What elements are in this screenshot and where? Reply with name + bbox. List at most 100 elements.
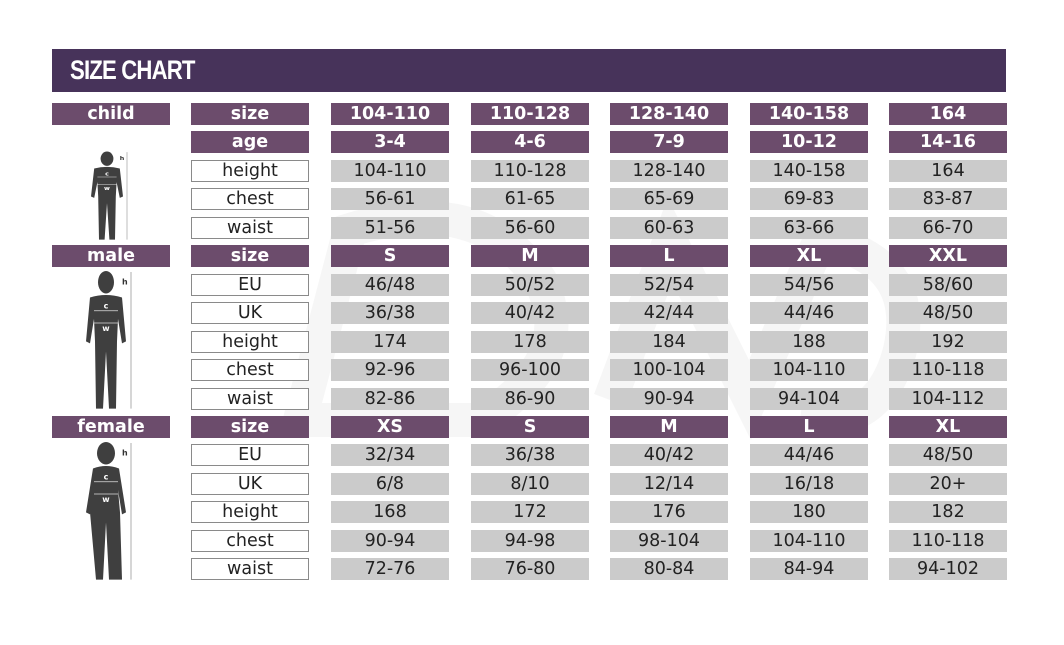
cell-female-eu: 48/50	[889, 444, 1007, 467]
section-label-female: female	[52, 415, 170, 438]
row-label-eu: EU	[191, 444, 309, 467]
cell-female-uk: 16/18	[750, 472, 868, 495]
row-label-uk: UK	[191, 472, 309, 495]
cell-male-height: 188	[750, 330, 868, 353]
cell-male-size: XL	[750, 245, 868, 268]
cell-female-height: 176	[610, 501, 728, 524]
cell-male-eu: 46/48	[331, 273, 449, 296]
row-label-eu: EU	[191, 273, 309, 296]
cell-male-waist: 90-94	[610, 387, 728, 410]
waist-mark: w	[104, 186, 111, 191]
cell-child-waist: 66-70	[889, 216, 1007, 239]
cell-child-age: 10-12	[750, 131, 868, 154]
cell-female-size: S	[471, 415, 589, 438]
row-label-waist: waist	[191, 216, 309, 239]
cell-female-eu: 44/46	[750, 444, 868, 467]
cell-child-age: 3-4	[331, 131, 449, 154]
cell-male-uk: 40/42	[471, 302, 589, 325]
cell-male-chest: 96-100	[471, 359, 589, 382]
cell-female-size: XL	[889, 415, 1007, 438]
cell-child-height: 164	[889, 159, 1007, 182]
cell-female-size: XS	[331, 415, 449, 438]
female-silhouette-icon: c w h	[86, 441, 132, 580]
cell-male-eu: 50/52	[471, 273, 589, 296]
cell-child-chest: 65-69	[610, 188, 728, 211]
cell-male-size: L	[610, 245, 728, 268]
row-label-age: age	[191, 131, 309, 154]
cell-female-waist: 94-102	[889, 558, 1007, 581]
cell-female-height: 180	[750, 501, 868, 524]
row-label-height: height	[191, 330, 309, 353]
cell-child-height: 128-140	[610, 159, 728, 182]
cell-female-height: 182	[889, 501, 1007, 524]
cell-female-uk: 20+	[889, 472, 1007, 495]
cell-child-height: 104-110	[331, 159, 449, 182]
cell-child-age: 14-16	[889, 131, 1007, 154]
cell-female-uk: 8/10	[471, 472, 589, 495]
cell-male-size: XXL	[889, 245, 1007, 268]
cell-female-chest: 104-110	[750, 529, 868, 552]
cell-female-waist: 80-84	[610, 558, 728, 581]
row-label-height: height	[191, 159, 309, 182]
row-label-chest: chest	[191, 188, 309, 211]
cell-child-size: 110-128	[471, 103, 589, 125]
cell-male-uk: 48/50	[889, 302, 1007, 325]
cell-female-uk: 6/8	[331, 472, 449, 495]
cell-child-chest: 83-87	[889, 188, 1007, 211]
cell-child-chest: 56-61	[331, 188, 449, 211]
title-bar: SIZE CHART	[52, 49, 1006, 92]
cell-male-uk: 42/44	[610, 302, 728, 325]
cell-male-height: 178	[471, 330, 589, 353]
cell-male-uk: 36/38	[331, 302, 449, 325]
cell-child-size: 128-140	[610, 103, 728, 125]
row-label-size: size	[191, 245, 309, 268]
cell-male-eu: 52/54	[610, 273, 728, 296]
row-label-uk: UK	[191, 302, 309, 325]
cell-child-height: 110-128	[471, 159, 589, 182]
cell-child-chest: 69-83	[750, 188, 868, 211]
cell-female-uk: 12/14	[610, 472, 728, 495]
cell-child-chest: 61-65	[471, 188, 589, 211]
cell-female-size: L	[750, 415, 868, 438]
cell-female-height: 168	[331, 501, 449, 524]
cell-male-chest: 100-104	[610, 359, 728, 382]
male-silhouette-icon: c w h	[86, 271, 132, 409]
cell-child-waist: 51-56	[331, 216, 449, 239]
cell-male-waist: 104-112	[889, 387, 1007, 410]
cell-female-chest: 98-104	[610, 529, 728, 552]
cell-child-age: 7-9	[610, 131, 728, 154]
cell-child-size: 104-110	[331, 103, 449, 125]
cell-female-eu: 36/38	[471, 444, 589, 467]
child-silhouette-icon: c w h	[91, 151, 128, 240]
cell-child-waist: 56-60	[471, 216, 589, 239]
cell-female-chest: 94-98	[471, 529, 589, 552]
section-label-male: male	[52, 245, 170, 268]
cell-female-size: M	[610, 415, 728, 438]
row-label-height: height	[191, 501, 309, 524]
cell-male-height: 184	[610, 330, 728, 353]
cell-female-chest: 110-118	[889, 529, 1007, 552]
cell-male-waist: 86-90	[471, 387, 589, 410]
height-mark: h	[120, 156, 125, 161]
cell-child-size: 164	[889, 103, 1007, 125]
cell-male-chest: 104-110	[750, 359, 868, 382]
cell-male-size: S	[331, 245, 449, 268]
cell-female-chest: 90-94	[331, 529, 449, 552]
cell-female-eu: 32/34	[331, 444, 449, 467]
row-label-size: size	[191, 415, 309, 438]
cell-male-waist: 82-86	[331, 387, 449, 410]
cell-female-waist: 72-76	[331, 558, 449, 581]
chest-mark: c	[104, 302, 109, 311]
cell-male-size: M	[471, 245, 589, 268]
cell-male-waist: 94-104	[750, 387, 868, 410]
chest-mark: c	[105, 172, 109, 177]
row-label-chest: chest	[191, 529, 309, 552]
cell-male-uk: 44/46	[750, 302, 868, 325]
cell-child-height: 140-158	[750, 159, 868, 182]
cell-child-waist: 63-66	[750, 216, 868, 239]
height-mark: h	[122, 277, 128, 286]
cell-female-height: 172	[471, 501, 589, 524]
cell-male-height: 192	[889, 330, 1007, 353]
waist-mark: w	[102, 324, 110, 333]
cell-female-eu: 40/42	[610, 444, 728, 467]
